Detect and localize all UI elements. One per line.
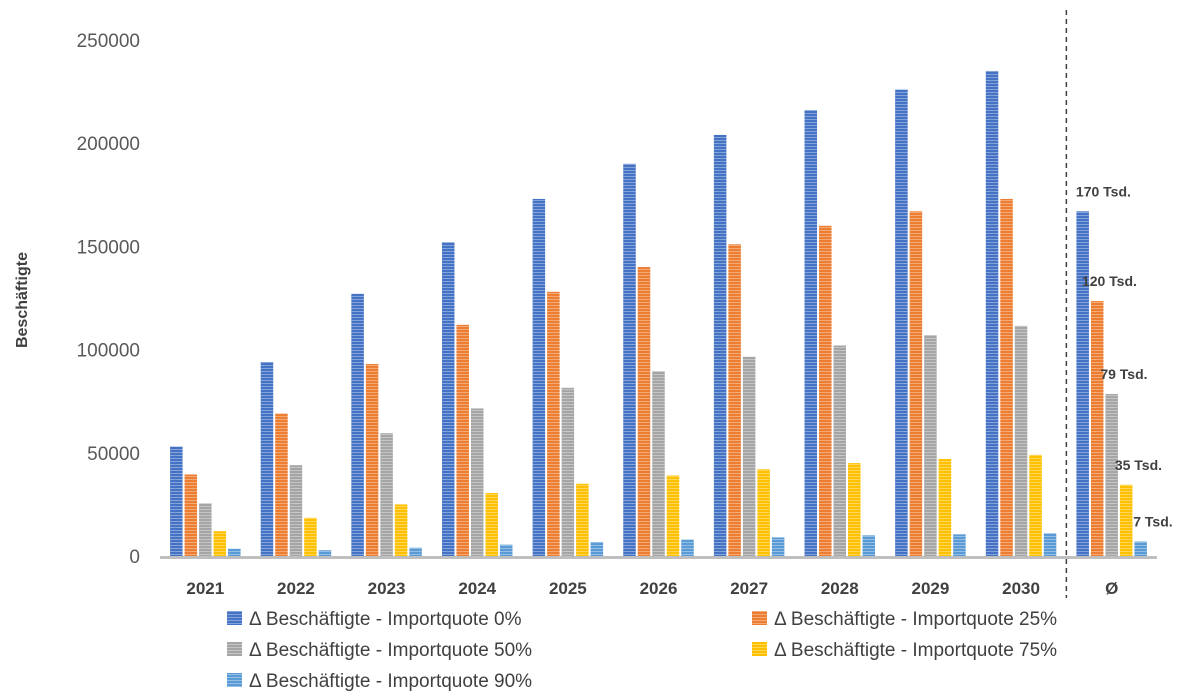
bar-texture [351,293,364,556]
bar-texture [260,361,274,556]
bar-texture [652,371,665,556]
x-tick-label: 2021 [186,579,224,598]
bar-texture [365,364,379,556]
bar-texture [576,483,589,556]
bar-texture [228,548,241,556]
y-axis-label: Beschäftigte [14,252,31,348]
legend-swatch-texture [227,611,242,625]
average-data-labels: 170 Tsd. 120 Tsd. 79 Tsd. 35 Tsd. 7 Tsd. [1076,183,1173,529]
bar-texture [170,446,183,556]
bar-texture [938,458,952,556]
bar-texture [1119,484,1133,556]
x-tick-label: 2027 [730,579,768,598]
y-tick-label: 100000 [77,341,140,362]
bar-texture [1000,198,1013,557]
bar-texture [441,242,455,556]
legend-swatch-texture [752,611,767,625]
bar-texture [380,433,393,556]
x-tick-label: 2022 [277,579,315,598]
bar-texture [394,504,408,556]
data-label: 79 Tsd. [1100,366,1147,382]
bar-texture [742,356,756,556]
bar-texture [1090,301,1104,556]
bar-texture [213,531,227,556]
x-tick-label: 2030 [1002,579,1040,598]
bar-texture [456,324,469,556]
data-label: 7 Tsd. [1133,514,1172,530]
bar-texture [1105,393,1118,556]
legend-item: Δ Beschäftigte - Importquote 50% [227,640,532,661]
bar-texture [499,544,513,556]
bar-texture [953,534,966,556]
bar-texture [547,291,560,556]
legend: Δ Beschäftigte - Importquote 0% Δ Beschäf… [227,609,1057,692]
y-tick-label: 0 [129,547,140,568]
bar-texture [771,537,785,556]
bar-texture [409,547,422,556]
x-tick-label: 2026 [640,579,678,598]
bar-texture [304,517,317,556]
bar-texture [485,493,498,556]
legend-item: Δ Beschäftigte - Importquote 0% [227,609,522,630]
bar-texture [909,211,923,556]
bar-texture [275,413,288,556]
bar-texture [1076,211,1089,556]
y-tick-label: 50000 [87,444,140,465]
legend-label: Δ Beschäftigte - Importquote 0% [249,609,522,630]
bar-texture [1043,533,1057,556]
bar-texture [184,474,198,556]
y-tick-label: 150000 [77,237,140,258]
bar-texture [318,550,332,556]
bar-texture [924,335,937,556]
bar-texture [713,134,727,556]
legend-label: Δ Beschäftigte - Importquote 50% [249,640,532,661]
legend-label: Δ Beschäftigte - Importquote 90% [249,671,532,692]
y-tick-label: 250000 [77,31,140,52]
data-label: 120 Tsd. [1082,273,1137,289]
bar-texture [1134,541,1147,556]
bar-texture [199,503,212,556]
legend-label: Δ Beschäftigte - Importquote 75% [774,640,1057,661]
x-tick-label: 2023 [368,579,406,598]
legend-swatch-texture [227,673,242,687]
legend-label: Δ Beschäftigte - Importquote 25% [774,609,1057,630]
bar-texture [1014,325,1028,556]
bar-texture [561,387,575,556]
legend-swatch-texture [752,642,767,656]
bar-texture [637,267,651,556]
bar-texture [623,163,636,556]
bar-texture [470,408,484,556]
y-tick-label: 200000 [77,134,140,155]
bar-texture [289,465,303,556]
bar-texture [819,225,832,556]
legend-item: Δ Beschäftigte - Importquote 90% [227,671,532,692]
data-label: 35 Tsd. [1115,457,1162,473]
bars [170,70,1147,557]
bar-texture [862,535,876,556]
x-tick-label: 2024 [458,579,496,598]
legend-item: Δ Beschäftigte - Importquote 75% [752,640,1057,661]
bar-texture [757,469,770,556]
bar-texture [590,541,604,556]
bar-texture [804,110,818,557]
x-tick-label: 2025 [549,579,587,598]
bar-texture [895,89,908,556]
y-axis: 0 50000 100000 150000 200000 250000 [77,31,140,568]
x-axis: 2021 2022 2023 2024 2025 2026 2027 2028 2029 2030… [186,579,1118,598]
bar-texture [532,198,546,557]
x-tick-label: Ø [1105,579,1118,598]
bar-texture [666,475,680,556]
bar-texture [985,70,999,557]
bar-texture [681,539,694,556]
bar-texture [833,345,847,556]
bar-texture [848,463,861,556]
bar-texture [1029,454,1042,556]
x-tick-label: 2028 [821,579,859,598]
legend-swatch-texture [227,642,242,656]
data-label: 170 Tsd. [1076,183,1131,199]
bar-texture [728,244,741,556]
x-tick-label: 2029 [911,579,949,598]
legend-item: Δ Beschäftigte - Importquote 25% [752,609,1057,630]
